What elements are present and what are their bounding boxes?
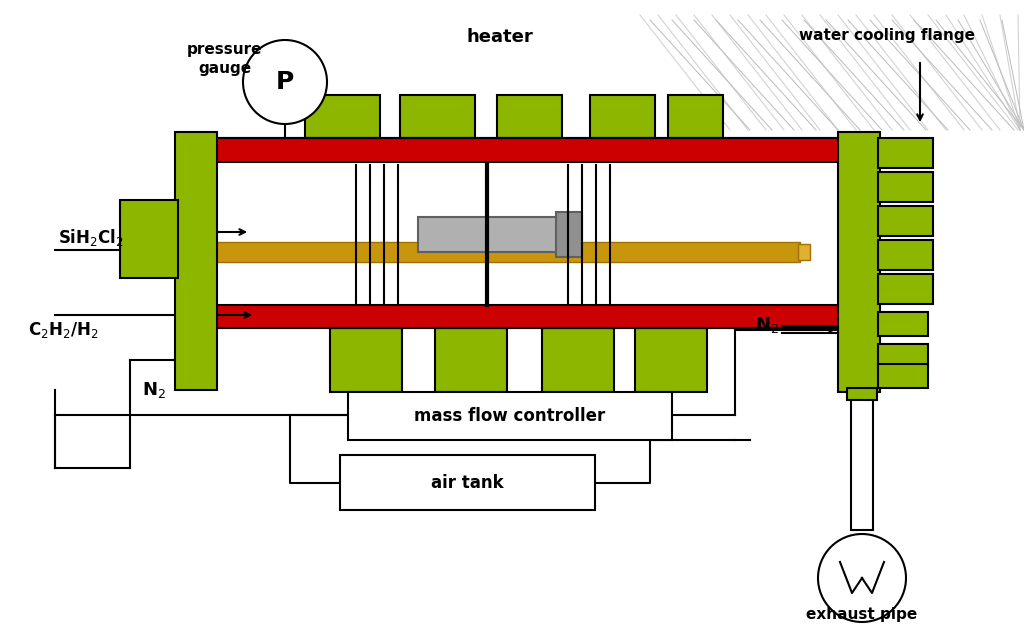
Bar bbox=[175, 132, 217, 390]
Text: heater: heater bbox=[467, 28, 534, 46]
Bar bbox=[878, 172, 933, 202]
Bar bbox=[305, 95, 380, 138]
Bar bbox=[878, 312, 928, 336]
Bar bbox=[195, 138, 860, 162]
Bar bbox=[195, 162, 860, 305]
Text: N$_2$: N$_2$ bbox=[142, 380, 166, 400]
Bar bbox=[330, 328, 402, 392]
Bar bbox=[878, 364, 928, 388]
Circle shape bbox=[818, 534, 906, 622]
Text: SiH$_2$Cl$_2$: SiH$_2$Cl$_2$ bbox=[58, 227, 124, 248]
Bar bbox=[590, 95, 655, 138]
Bar bbox=[120, 200, 178, 278]
Bar bbox=[635, 328, 707, 392]
Bar bbox=[556, 212, 582, 257]
Text: water cooling flange: water cooling flange bbox=[799, 28, 975, 43]
Bar bbox=[668, 95, 723, 138]
Text: exhaust pipe: exhaust pipe bbox=[806, 607, 918, 622]
Bar bbox=[878, 344, 928, 368]
Bar bbox=[400, 95, 475, 138]
Text: C$_2$H$_2$/H$_2$: C$_2$H$_2$/H$_2$ bbox=[28, 320, 98, 340]
Text: air tank: air tank bbox=[431, 474, 504, 492]
Bar bbox=[838, 132, 880, 392]
Bar bbox=[847, 388, 877, 400]
Text: P: P bbox=[275, 70, 294, 94]
Bar bbox=[878, 138, 933, 168]
Bar bbox=[878, 240, 933, 270]
Bar bbox=[878, 274, 933, 304]
Bar bbox=[195, 305, 860, 328]
Circle shape bbox=[243, 40, 327, 124]
Bar bbox=[542, 328, 614, 392]
Bar bbox=[798, 244, 810, 260]
Bar bbox=[340, 455, 595, 510]
Bar bbox=[878, 206, 933, 236]
Bar bbox=[435, 328, 507, 392]
Text: pressure
gauge: pressure gauge bbox=[187, 42, 263, 76]
Bar bbox=[418, 217, 560, 252]
Bar bbox=[195, 138, 860, 328]
Bar bbox=[195, 138, 860, 162]
Bar bbox=[851, 392, 873, 530]
Text: N$_2$: N$_2$ bbox=[755, 315, 779, 335]
Bar bbox=[120, 242, 800, 262]
Bar bbox=[348, 392, 672, 440]
Text: mass flow controller: mass flow controller bbox=[415, 407, 605, 425]
Bar bbox=[497, 95, 562, 138]
Bar bbox=[195, 305, 860, 328]
